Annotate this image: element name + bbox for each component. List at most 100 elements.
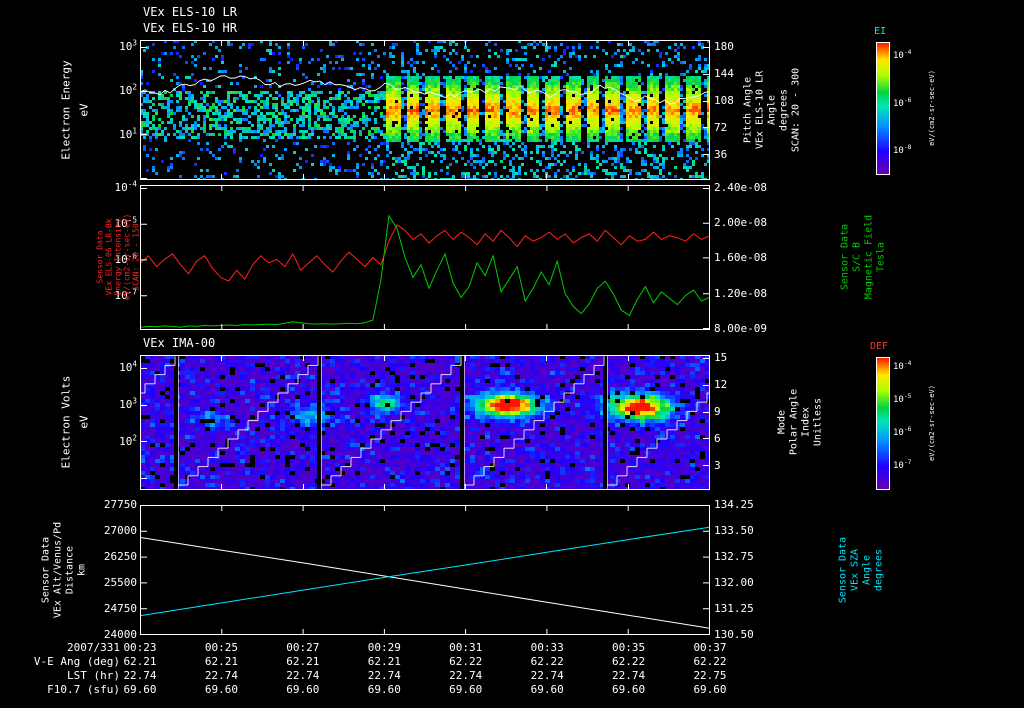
y-tick-label: 104 [119, 359, 137, 374]
ima-spectrogram [140, 355, 710, 490]
sza-line [140, 526, 710, 617]
bottom-row-value: 22.74 [530, 669, 564, 682]
panel4-left-label: km [76, 563, 88, 577]
y-tick-label: 24750 [103, 602, 137, 615]
intensity-bfield-line-plot [140, 185, 710, 330]
panel2-left-label: Sensor Data [95, 230, 105, 284]
y-tick-label: 25500 [103, 576, 137, 589]
y-tick-label: 26250 [103, 550, 137, 563]
ima-colorbar-units: eV/(cm2-sr-sec-eV) [928, 385, 936, 461]
panel4-right-label: Angle [861, 554, 873, 586]
time-tick-label: 00:27 [286, 641, 320, 654]
right-tick-label: 15 [714, 350, 728, 364]
time-tick-label: 00:23 [123, 641, 157, 654]
altitude-sza-line-plot [140, 505, 710, 635]
panel1-right-label: SCAN: 20 - 300 [790, 67, 802, 153]
panel3-ylabel: eV [77, 415, 91, 429]
right-tick-label: 12 [714, 377, 728, 391]
colorbar-tick-label: 10-7 [893, 459, 912, 472]
right-tick-label: 132.75 [714, 550, 754, 563]
panel2-left-label: VEx ELS-06 LR-Bk [104, 218, 114, 296]
els-colorbar-units: eV/(cm2-sr-sec-eV) [928, 70, 936, 146]
panel1-right-label: Angle [766, 94, 778, 126]
bottom-row-value: 22.74 [123, 669, 157, 682]
panel1-right-label: Pitch Angle [742, 76, 754, 144]
right-tick-label: 1.20e-08 [714, 287, 767, 301]
panel3-right-label: Unitless [812, 397, 824, 447]
right-tick-label: 134.25 [714, 498, 754, 511]
panel1-title-line1: VEx ELS-10 LR [143, 5, 237, 19]
time-tick-label: 00:33 [530, 641, 564, 654]
y-tick-label: 103 [119, 396, 137, 411]
bottom-row-value: 62.22 [449, 655, 483, 668]
panel2-right-label: Magnetic Field [863, 214, 875, 300]
colorbar-tick-label: 10-4 [893, 359, 912, 372]
panel4-right-label: VEx SZA [849, 548, 861, 592]
bottom-row-label: LST (hr) [67, 669, 120, 682]
right-tick-label: 180 [714, 40, 734, 53]
bottom-row-label: F10.7 (sfu) [47, 683, 120, 696]
right-tick-label: 133.50 [714, 524, 754, 537]
bottom-row-value: 62.21 [367, 655, 401, 668]
bottom-row-value: 22.74 [367, 669, 401, 682]
y-tick-label: 27000 [103, 524, 137, 537]
els-colorbar-title: EI [874, 26, 887, 37]
panel2-left-label: SCAN: 20 - 150 [131, 223, 141, 291]
bottom-row-value: 62.22 [612, 655, 646, 668]
panel1-right-label: degrees [778, 88, 790, 132]
right-tick-label: 36 [714, 147, 728, 161]
y-tick-label: 10-5 [114, 215, 137, 230]
plot-frame [140, 505, 710, 635]
bottom-row-value: 22.74 [204, 669, 238, 682]
panel3-right-label: Mode [776, 409, 788, 435]
bottom-row-value: 62.22 [693, 655, 727, 668]
right-tick-label: 8.00e-09 [714, 321, 767, 335]
colorbar-tick-label: 10-6 [893, 426, 912, 439]
bottom-row-value: 69.60 [123, 683, 157, 696]
intensity-line [140, 224, 710, 282]
panel2-right-label: S/C B [851, 241, 863, 273]
bottom-row-value: 69.60 [204, 683, 238, 696]
bottom-row-value: 22.74 [612, 669, 646, 682]
ima-colorbar-title: DEF [870, 341, 889, 352]
right-tick-label: 144 [714, 67, 734, 81]
panel3-ylabel: Electron Volts [59, 375, 73, 469]
time-tick-label: 00:35 [612, 641, 646, 654]
right-tick-label: 108 [714, 94, 734, 108]
right-tick-label: 6 [714, 431, 721, 445]
bottom-row-value: 62.21 [286, 655, 320, 668]
time-tick-label: 00:31 [449, 641, 483, 654]
panel3-right-label: Index [800, 406, 812, 438]
colorbar-tick-label: 10-6 [893, 96, 912, 109]
right-tick-label: 130.50 [714, 628, 754, 641]
y-tick-label: 27750 [103, 498, 137, 511]
time-tick-label: 00:25 [204, 641, 238, 654]
time-tick-label: 00:37 [693, 641, 727, 654]
bfield-line [140, 214, 710, 328]
bottom-row-value: 22.74 [286, 669, 320, 682]
right-tick-label: 1.60e-08 [714, 250, 767, 264]
bottom-row-value: 69.60 [449, 683, 483, 696]
right-tick-label: 2.00e-08 [714, 215, 767, 229]
bottom-row-value: 62.21 [204, 655, 238, 668]
panel3-title: VEx IMA-00 [143, 336, 216, 350]
bottom-row-value: 69.60 [367, 683, 401, 696]
bottom-row-value: 69.60 [693, 683, 727, 696]
colorbar-tick-label: 10-4 [893, 48, 912, 61]
bottom-row-value: 69.60 [286, 683, 320, 696]
panel1-ylabel: Electron Energy [59, 60, 73, 160]
y-tick-label: 103 [119, 38, 137, 53]
bottom-row-value: 69.60 [530, 683, 564, 696]
panel2-left-label: Energy Intensity [113, 218, 123, 296]
panel4-right-label: Sensor Data [837, 536, 849, 604]
y-tick-label: 102 [119, 433, 137, 448]
ima-colorbar [876, 357, 890, 490]
right-tick-label: 9 [714, 404, 721, 418]
right-tick-label: 2.40e-08 [714, 181, 767, 195]
y-tick-label: 10-6 [114, 251, 137, 266]
panel1-ylabel: eV [77, 103, 91, 117]
altitude-line [140, 537, 710, 629]
right-tick-label: 132.00 [714, 576, 754, 589]
panel1-title-line2: VEx ELS-10 HR [143, 21, 237, 35]
